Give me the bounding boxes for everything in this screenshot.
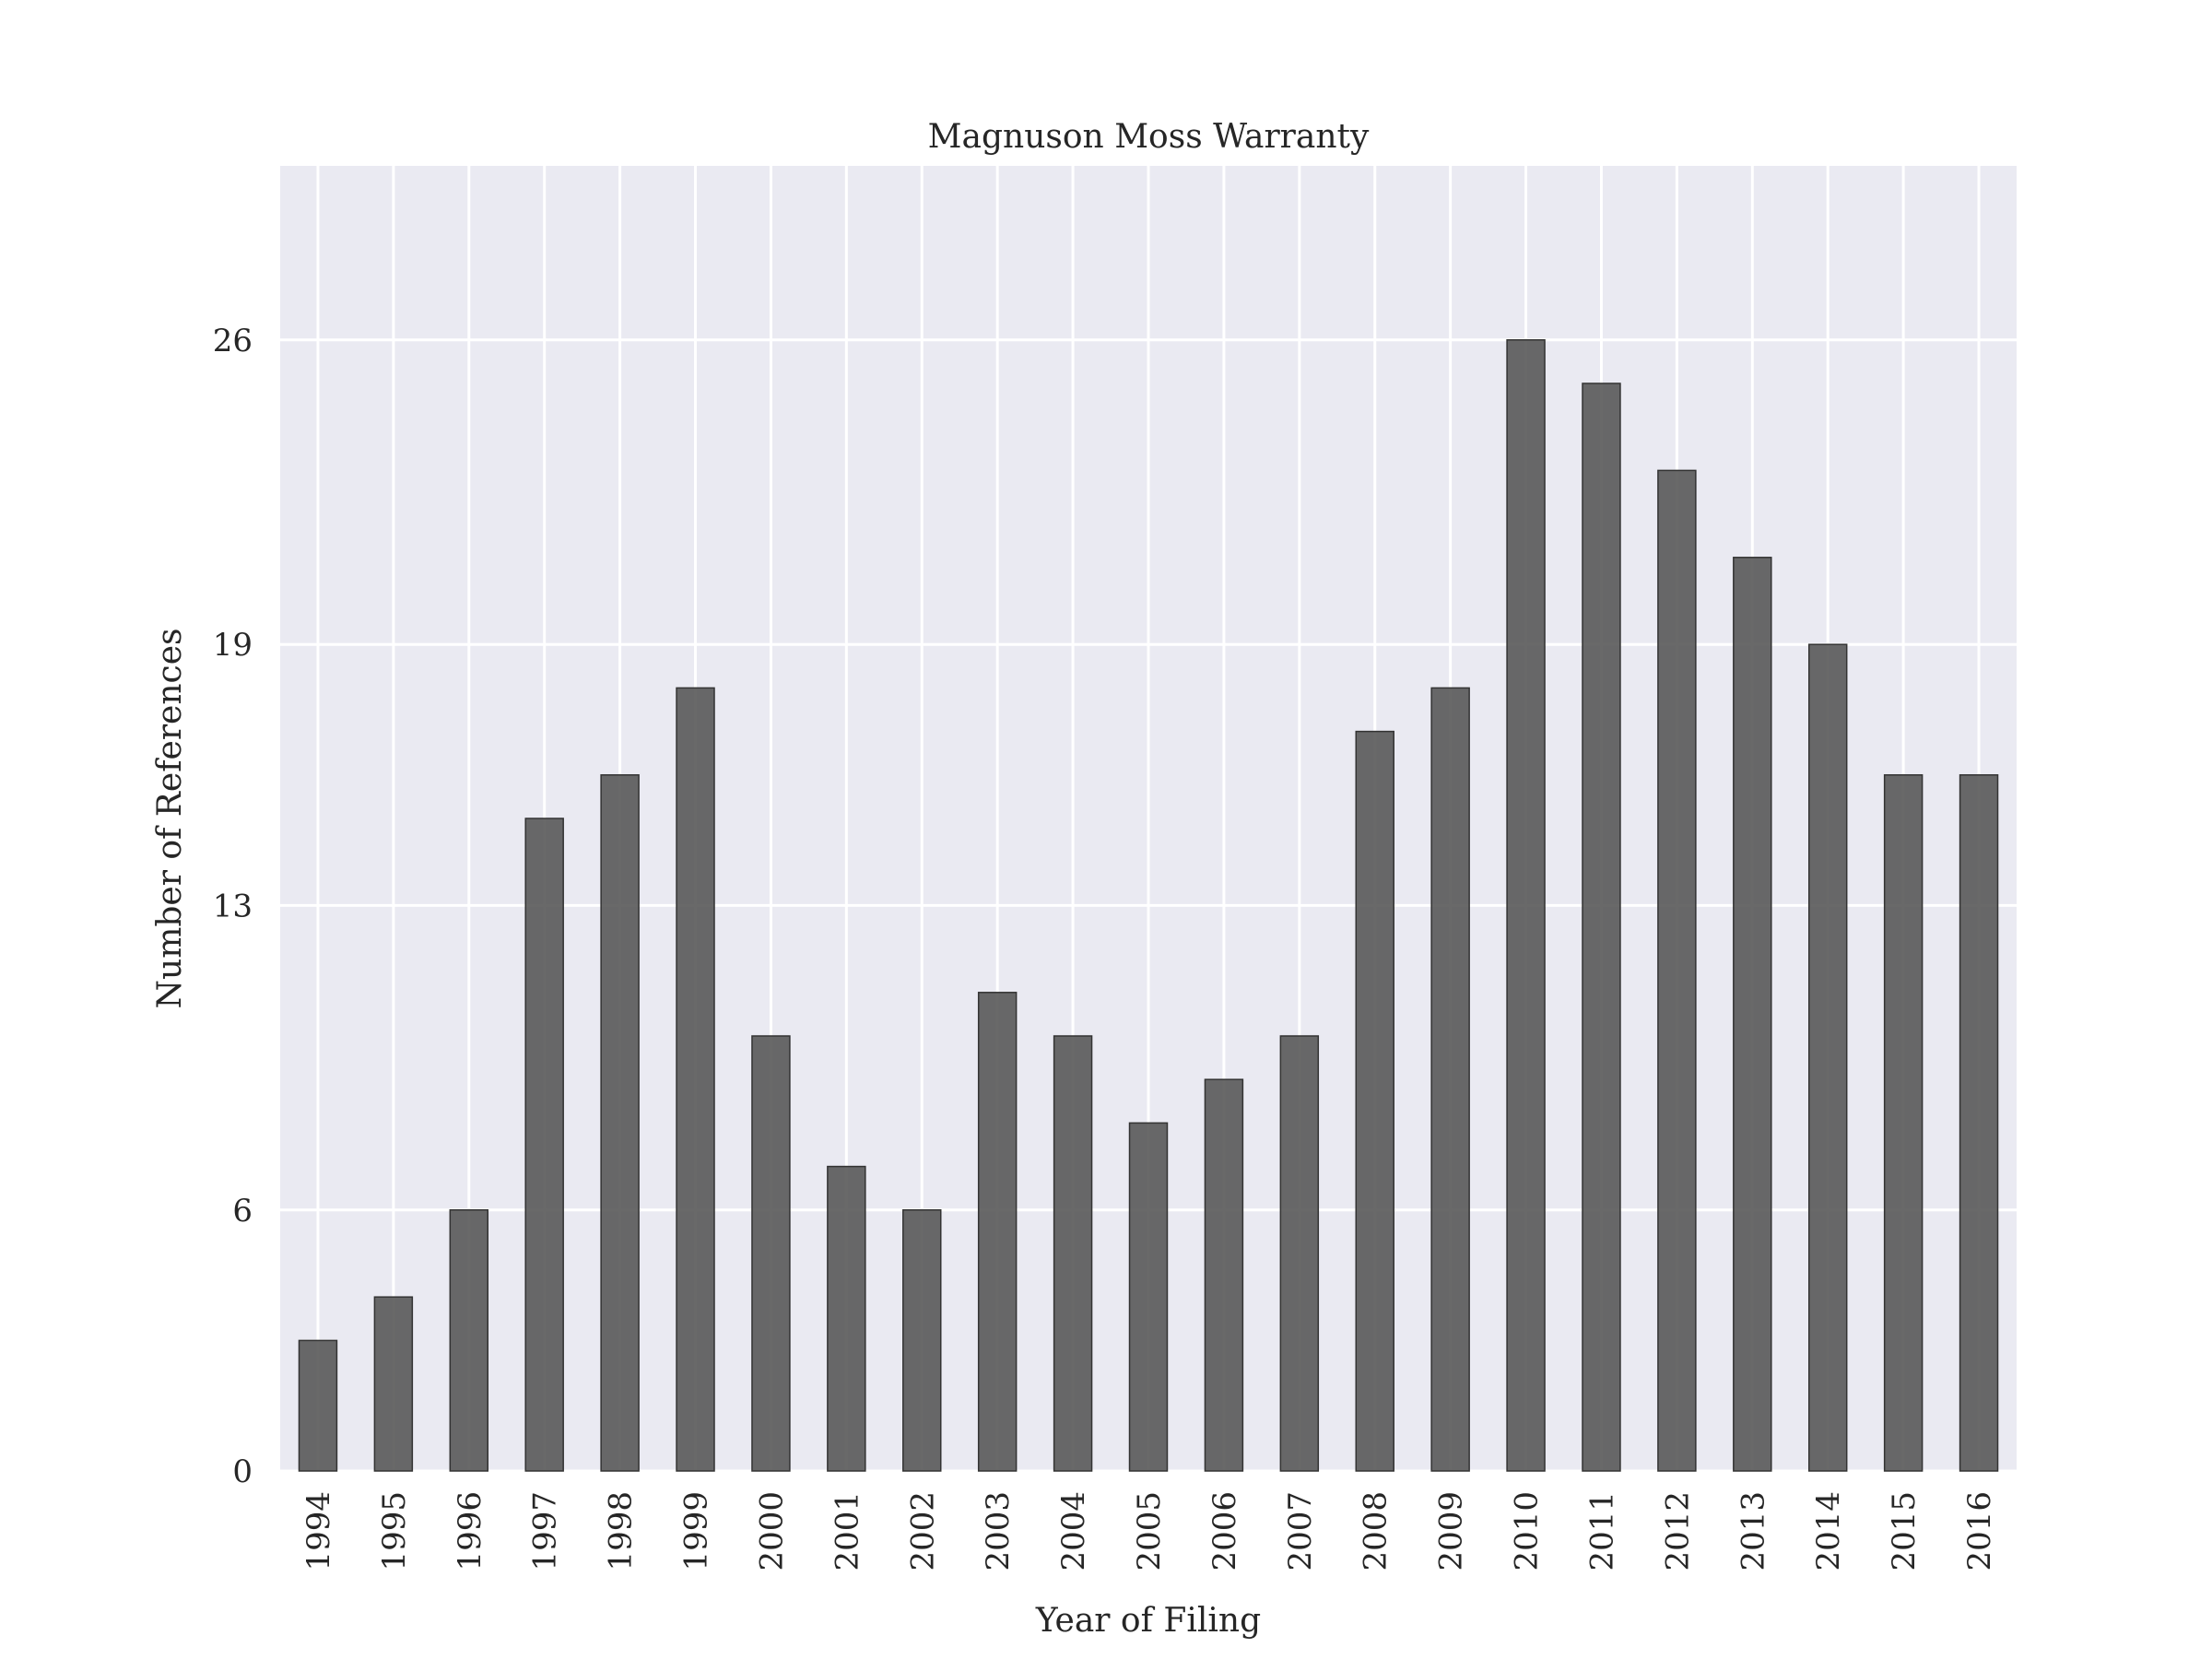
- x-tick-label: 1999: [678, 1491, 715, 1571]
- x-tick-label: 1996: [452, 1491, 488, 1571]
- x-tick-label: 2012: [1659, 1491, 1696, 1571]
- bar-2016: [1959, 774, 1999, 1472]
- bar-2012: [1657, 469, 1697, 1472]
- bar-2013: [1733, 557, 1772, 1472]
- y-tick-label: 19: [213, 627, 253, 664]
- bar-2014: [1807, 643, 1848, 1472]
- x-tick-label: 2007: [1282, 1491, 1319, 1571]
- x-tick-label: 2002: [904, 1491, 941, 1571]
- x-tick-label: 1998: [603, 1491, 640, 1571]
- bars: [298, 339, 1999, 1472]
- x-axis-label: Year of Filing: [1035, 1602, 1261, 1640]
- y-tick-label: 26: [213, 323, 253, 359]
- bar-2015: [1883, 774, 1924, 1472]
- x-tick-label: 2013: [1735, 1491, 1771, 1571]
- x-tick-label: 2009: [1433, 1491, 1470, 1571]
- x-tick-label: 2006: [1206, 1491, 1243, 1571]
- y-tick-label: 13: [213, 888, 253, 924]
- x-tick-label: 2015: [1886, 1491, 1923, 1571]
- y-axis-label: Number of References: [151, 629, 189, 1009]
- bar-2010: [1506, 339, 1546, 1472]
- x-tick-labels: 1994 1995 1996 1997 1998 1999 2000 2001 2002 2003…: [300, 1491, 1998, 1571]
- chart-title: Magnuson Moss Warranty: [928, 118, 1370, 156]
- x-tick-label: 1995: [376, 1491, 413, 1571]
- bar-2011: [1582, 382, 1621, 1472]
- bar-1996: [449, 1209, 489, 1472]
- x-tick-label: 2014: [1810, 1491, 1847, 1571]
- bar-1999: [676, 687, 715, 1472]
- x-tick-label: 1997: [527, 1491, 564, 1571]
- x-tick-label: 2005: [1131, 1491, 1168, 1571]
- bar-2004: [1053, 1035, 1093, 1472]
- y-tick-labels: 0 6 13 19 26: [213, 323, 253, 1490]
- bar-1998: [600, 774, 640, 1472]
- x-tick-label: 2000: [753, 1491, 790, 1571]
- bar-2009: [1430, 687, 1470, 1472]
- x-tick-label: 2004: [1055, 1491, 1092, 1571]
- bar-2001: [827, 1165, 866, 1472]
- x-tick-label: 1994: [300, 1491, 337, 1571]
- bar-2007: [1279, 1035, 1320, 1472]
- y-tick-label: 0: [232, 1453, 253, 1490]
- bar-1994: [298, 1339, 338, 1472]
- x-tick-label: 2011: [1583, 1491, 1620, 1571]
- bar-2000: [751, 1035, 791, 1472]
- bar-2008: [1355, 730, 1394, 1472]
- x-tick-label: 2016: [1961, 1491, 1998, 1571]
- bar-2005: [1128, 1122, 1169, 1472]
- bar-1997: [524, 818, 564, 1472]
- x-tick-label: 2010: [1509, 1491, 1546, 1571]
- bar-2003: [977, 992, 1018, 1472]
- bar-1995: [373, 1296, 414, 1472]
- bar-2006: [1204, 1078, 1244, 1472]
- x-tick-label: 2001: [829, 1491, 865, 1571]
- bar-2002: [902, 1209, 942, 1472]
- x-tick-label: 2003: [980, 1491, 1017, 1571]
- y-tick-label: 6: [232, 1193, 253, 1230]
- x-tick-label: 2008: [1358, 1491, 1394, 1571]
